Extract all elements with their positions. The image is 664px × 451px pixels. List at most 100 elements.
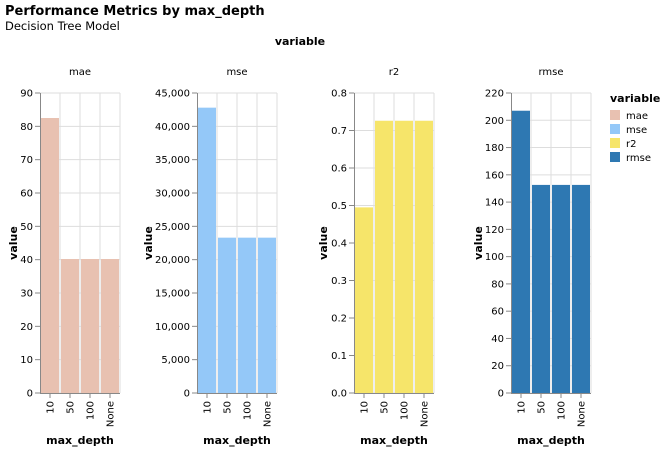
legend-label-r2: r2 — [626, 139, 636, 150]
x-tick-label: 100 — [557, 401, 568, 420]
y-tick-label: 0.2 — [331, 314, 347, 325]
bar-mse-100 — [238, 237, 256, 393]
x-axis-title: max_depth — [46, 434, 114, 447]
bar-r2-10 — [355, 207, 373, 393]
y-tick-label: 60 — [491, 307, 504, 318]
x-tick-label: 10 — [517, 401, 528, 414]
bar-rmse-50 — [532, 184, 550, 393]
y-tick-label: 35,000 — [155, 155, 190, 166]
y-tick-label: 20,000 — [155, 255, 190, 266]
x-axis-title: max_depth — [360, 434, 428, 447]
y-tick-label: 40 — [491, 334, 504, 345]
legend-label-mse: mse — [626, 125, 647, 136]
x-tick-label: 10 — [360, 401, 371, 414]
facet-mse: mse 0 5,000 10,000 15,000 20,000 25,000 30,000 3… — [142, 67, 278, 447]
y-tick-label: 30 — [20, 289, 33, 300]
facet-rmse: rmse 0 20 40 60 80 100 120 140 160 180 200 220 10 50 10… — [472, 67, 592, 447]
y-tick-label: 0.7 — [331, 126, 347, 137]
y-tick-label: 160 — [485, 170, 504, 181]
x-tick-label: 100 — [243, 401, 254, 420]
x-tick-label: 50 — [380, 401, 391, 414]
y-tick-label: 40 — [20, 255, 33, 266]
y-tick-label: 30,000 — [155, 189, 190, 200]
bar-mae-50 — [61, 259, 79, 393]
y-axis-title: value — [472, 226, 485, 260]
x-tick-label: None — [106, 401, 117, 427]
y-tick-label: 100 — [485, 252, 504, 263]
x-tick-label: 10 — [46, 401, 57, 414]
x-tick-label: 50 — [66, 401, 77, 414]
y-tick-label: 20 — [491, 361, 504, 372]
bar-mae-10 — [41, 118, 59, 393]
legend-title: variable — [610, 92, 660, 105]
x-tick-label: 10 — [203, 401, 214, 414]
x-tick-label: 100 — [86, 401, 97, 420]
y-tick-label: 50 — [20, 222, 33, 233]
y-tick-label: 0.8 — [331, 89, 347, 100]
facet-label-rmse: rmse — [538, 67, 563, 78]
facet-r2: r2 0.0 0.1 0.2 0.3 0.4 0.5 0.6 0.7 0.8 10 50 100 None… — [317, 67, 435, 447]
x-tick-label: 50 — [537, 401, 548, 414]
y-tick-label: 80 — [491, 279, 504, 290]
x-tick-label: 100 — [400, 401, 411, 420]
x-tick-label: None — [263, 401, 274, 427]
facet-label-mse: mse — [226, 67, 247, 78]
bar-rmse-100 — [552, 184, 570, 393]
bar-mae-None — [101, 259, 119, 393]
legend-label-rmse: rmse — [626, 153, 651, 164]
column-title: variable — [275, 35, 325, 48]
y-tick-label: 0.1 — [331, 351, 347, 362]
y-tick-label: 40,000 — [155, 122, 190, 133]
y-tick-label: 80 — [20, 122, 33, 133]
facet-label-mae: mae — [69, 67, 91, 78]
legend-label-mae: mae — [626, 111, 648, 122]
chart-subtitle: Decision Tree Model — [5, 19, 120, 33]
bar-mse-50 — [218, 237, 236, 393]
bar-rmse-10 — [512, 110, 530, 394]
y-tick-label: 0.4 — [331, 239, 347, 250]
y-tick-label: 0.0 — [331, 389, 347, 400]
y-tick-label: 25,000 — [155, 222, 190, 233]
y-tick-label: 45,000 — [155, 89, 190, 100]
y-axis-title: value — [7, 226, 20, 260]
chart-title: Performance Metrics by max_depth — [5, 4, 265, 19]
y-tick-label: 0 — [27, 389, 33, 400]
x-tick-label: 50 — [223, 401, 234, 414]
y-tick-label: 0.5 — [331, 201, 347, 212]
y-axis-title: value — [317, 226, 330, 260]
bar-rmse-None — [572, 184, 590, 393]
y-tick-label: 10 — [20, 355, 33, 366]
y-tick-label: 15,000 — [155, 289, 190, 300]
bar-r2-100 — [395, 120, 413, 393]
bar-mse-None — [258, 237, 276, 393]
legend-swatch-rmse — [610, 152, 620, 162]
bar-r2-None — [415, 120, 433, 393]
legend-swatch-mse — [610, 124, 620, 134]
bar-mae-100 — [81, 259, 99, 393]
y-tick-label: 0 — [498, 389, 504, 400]
y-tick-label: 120 — [485, 225, 504, 236]
legend: variable mae mse r2 rmse — [610, 92, 660, 164]
y-tick-label: 0 — [184, 389, 190, 400]
y-tick-label: 0.6 — [331, 164, 347, 175]
y-tick-label: 20 — [20, 322, 33, 333]
facet-label-r2: r2 — [389, 67, 399, 78]
x-axis-title: max_depth — [203, 434, 271, 447]
legend-swatch-mae — [610, 110, 620, 120]
y-tick-label: 220 — [485, 89, 504, 100]
y-tick-label: 140 — [485, 198, 504, 209]
y-tick-label: 200 — [485, 116, 504, 127]
y-tick-label: 90 — [20, 89, 33, 100]
y-tick-label: 10,000 — [155, 322, 190, 333]
x-tick-label: None — [577, 401, 588, 427]
bar-mse-10 — [198, 107, 216, 394]
x-axis-title: max_depth — [517, 434, 585, 447]
y-tick-label: 70 — [20, 155, 33, 166]
y-tick-label: 5,000 — [161, 355, 190, 366]
y-axis-title: value — [142, 226, 155, 260]
y-tick-label: 0.3 — [331, 276, 347, 287]
legend-swatch-r2 — [610, 138, 620, 148]
x-tick-label: None — [420, 401, 431, 427]
